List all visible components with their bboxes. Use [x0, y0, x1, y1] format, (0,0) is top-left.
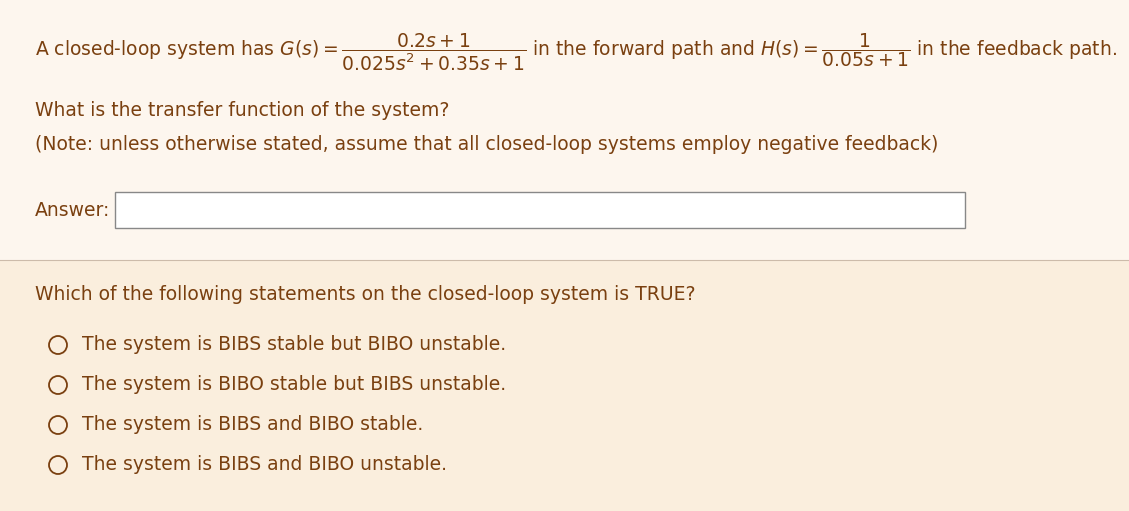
FancyBboxPatch shape — [115, 192, 965, 228]
Bar — [0, 0, 1129, 260]
Text: A closed-loop system has $G(s)=\dfrac{0.2s+1}{0.025s^2+0.35s+1}$ in the forward : A closed-loop system has $G(s)=\dfrac{0.… — [35, 31, 1117, 73]
Text: The system is BIBS stable but BIBO unstable.: The system is BIBS stable but BIBO unsta… — [82, 336, 506, 355]
Text: The system is BIBS and BIBO unstable.: The system is BIBS and BIBO unstable. — [82, 455, 447, 475]
Text: What is the transfer function of the system?: What is the transfer function of the sys… — [35, 101, 449, 120]
Text: Which of the following statements on the closed-loop system is TRUE?: Which of the following statements on the… — [35, 286, 695, 305]
Text: The system is BIBO stable but BIBS unstable.: The system is BIBO stable but BIBS unsta… — [82, 376, 506, 394]
Text: (Note: unless otherwise stated, assume that all closed-loop systems employ negat: (Note: unless otherwise stated, assume t… — [35, 135, 938, 154]
Bar — [0, 260, 1129, 511]
Text: The system is BIBS and BIBO stable.: The system is BIBS and BIBO stable. — [82, 415, 423, 434]
Text: Answer:: Answer: — [35, 200, 111, 220]
